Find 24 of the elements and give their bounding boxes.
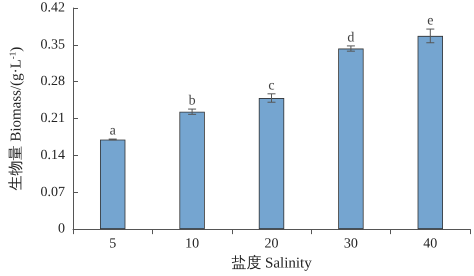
bar bbox=[258, 98, 284, 230]
y-tick-label: 0 bbox=[58, 222, 65, 237]
x-tick-label: 20 bbox=[264, 236, 278, 252]
bar bbox=[100, 140, 126, 230]
x-tick-label: 40 bbox=[423, 236, 438, 252]
x-tick-label: 10 bbox=[185, 236, 200, 252]
annotation: b bbox=[188, 94, 196, 109]
y-tick-label: 0.35 bbox=[40, 37, 65, 52]
x-tick-label: 30 bbox=[344, 236, 358, 252]
y-tick-label: 0.28 bbox=[40, 74, 65, 90]
annotation: c bbox=[268, 78, 275, 94]
y-tick-label: 0.21 bbox=[40, 111, 65, 126]
y-tick-label: 0.07 bbox=[40, 184, 65, 200]
x-tick-label: 5 bbox=[109, 236, 116, 252]
annotation: e bbox=[427, 14, 434, 29]
x-axis-title: 盐度 Salinity bbox=[231, 254, 312, 272]
y-axis-title: 生物量 Biomass/(g·L-1) bbox=[8, 46, 24, 190]
y-tick-label: 0.42 bbox=[40, 0, 65, 16]
y-tick-label: 0.14 bbox=[40, 148, 65, 163]
annotation: a bbox=[110, 124, 117, 139]
bar bbox=[418, 36, 444, 230]
annotation: d bbox=[347, 30, 354, 46]
bar bbox=[179, 112, 205, 230]
bar bbox=[338, 48, 364, 230]
